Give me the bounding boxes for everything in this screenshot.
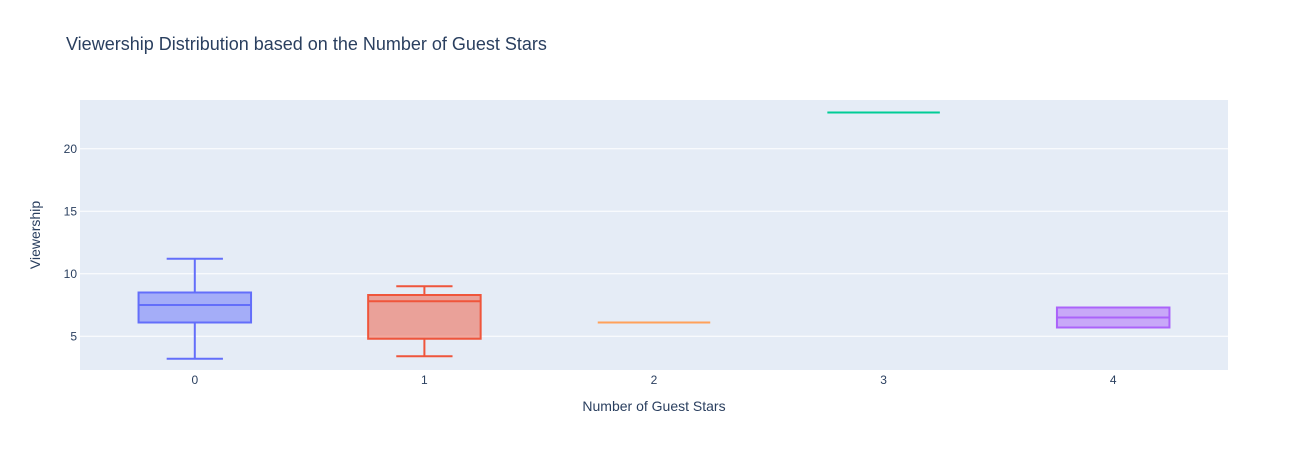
y-tick-label: 15 [64, 204, 78, 218]
x-tick-label: 0 [191, 373, 198, 387]
iqr-box [137, 291, 253, 324]
y-axis-title: Viewership [27, 201, 43, 269]
x-tick-labels: 0 1 2 3 4 [191, 373, 1116, 387]
chart-title: Viewership Distribution based on the Num… [66, 34, 547, 54]
box-4 [1055, 306, 1171, 329]
y-tick-label: 5 [70, 329, 77, 343]
y-tick-label: 10 [64, 267, 78, 281]
x-tick-label: 3 [880, 373, 887, 387]
box-0 [137, 257, 253, 360]
y-tick-labels: 5 10 15 20 [64, 142, 78, 344]
x-tick-label: 2 [651, 373, 658, 387]
y-tick-label: 20 [64, 142, 78, 156]
x-tick-label: 4 [1110, 373, 1117, 387]
box-series [137, 111, 1171, 360]
gridlines [80, 148, 1228, 337]
x-tick-label: 1 [421, 373, 428, 387]
box-1 [367, 285, 482, 358]
iqr-box [367, 294, 482, 340]
x-axis-title: Number of Guest Stars [582, 398, 725, 414]
plot-background [80, 100, 1228, 370]
